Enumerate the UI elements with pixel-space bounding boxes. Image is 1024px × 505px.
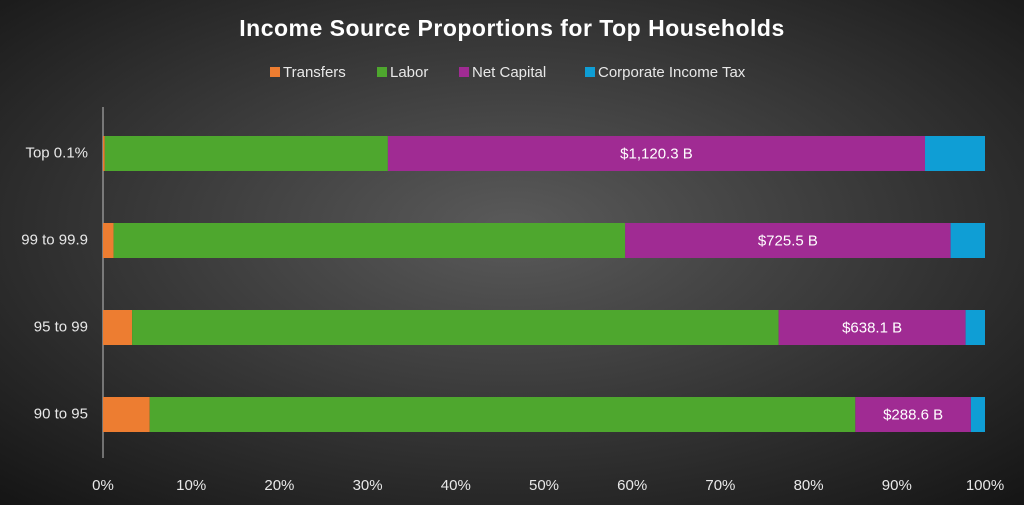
data-label: $288.6 B [883,406,943,423]
legend-swatch [585,67,595,77]
x-tick-label: 30% [353,477,383,494]
x-tick-label: 100% [966,477,1004,494]
x-tick-label: 60% [617,477,647,494]
x-tick-label: 50% [529,477,559,494]
legend-label: Labor [390,64,428,81]
data-label: $1,120.3 B [620,145,693,162]
bar-segment [149,397,856,432]
bar-segment [132,310,779,345]
x-tick-label: 40% [441,477,471,494]
data-label: $638.1 B [842,319,902,336]
bar-segment [950,223,985,258]
y-tick-label: 99 to 99.9 [21,231,88,248]
bar-segment [103,136,105,171]
bar-segment [855,397,971,432]
bar-segment [113,223,626,258]
x-tick-label: 80% [794,477,824,494]
x-tick-label: 20% [264,477,294,494]
chart-title: Income Source Proportions for Top Househ… [239,15,785,41]
legend-label: Net Capital [472,64,546,81]
x-tick-label: 10% [176,477,206,494]
y-tick-label: 90 to 95 [34,405,88,422]
bar-segment [104,136,388,171]
bar-segment [965,310,985,345]
bar-segment [103,397,150,432]
x-tick-label: 0% [92,477,114,494]
bar-segment [625,223,951,258]
y-tick-label: 95 to 99 [34,318,88,335]
legend-swatch [459,67,469,77]
bar-segment [970,397,985,432]
bar-segment [387,136,926,171]
y-tick-label: Top 0.1% [25,144,88,161]
bar-segment [925,136,985,171]
bar-segment [103,310,133,345]
x-tick-label: 90% [882,477,912,494]
bar-segment [778,310,966,345]
legend-label: Transfers [283,64,346,81]
data-label: $725.5 B [758,232,818,249]
legend-swatch [377,67,387,77]
bar-segment [103,223,114,258]
legend-label: Corporate Income Tax [598,64,746,81]
legend-swatch [270,67,280,77]
x-tick-label: 70% [705,477,735,494]
